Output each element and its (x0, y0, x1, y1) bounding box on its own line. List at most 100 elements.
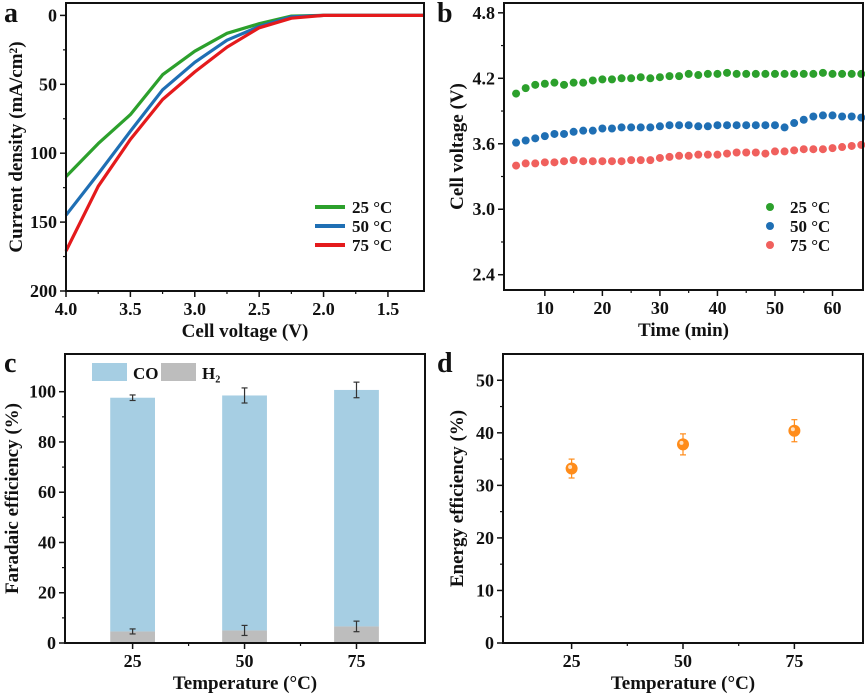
data-point (732, 148, 741, 157)
data-point (550, 78, 559, 87)
y-tick-label: 40 (476, 423, 494, 443)
plot-frame (502, 353, 864, 644)
data-point (675, 151, 684, 160)
y-tick-label: 4.2 (473, 68, 496, 88)
x-tick-label: 75 (347, 651, 365, 671)
data-point (627, 74, 636, 83)
data-point (598, 157, 607, 166)
x-axis-title: Temperature (°C) (173, 673, 317, 694)
data-point (560, 157, 569, 166)
x-tick-label: 3.5 (119, 299, 142, 319)
data-point (847, 69, 856, 78)
data-point (694, 122, 703, 131)
y-tick-label: 2.4 (473, 265, 496, 285)
data-point (636, 156, 645, 165)
legend-marker (766, 241, 774, 249)
data-point (713, 121, 722, 130)
bar-CO (222, 395, 267, 631)
y-tick-label: 4.8 (473, 3, 496, 23)
x-tick-label: 25 (124, 651, 142, 671)
y-axis-title: Faradaic efficiency (%) (2, 403, 23, 594)
data-point (838, 143, 847, 152)
data-point (636, 73, 645, 82)
data-point (780, 123, 789, 132)
data-point (579, 78, 588, 87)
y-tick-label: 40 (38, 532, 56, 552)
data-point (799, 115, 808, 124)
data-point (627, 156, 636, 165)
data-point (788, 424, 801, 437)
panel-label: d (437, 348, 453, 379)
panel-label: b (437, 0, 453, 29)
data-point (742, 69, 751, 78)
x-tick-label: 50 (766, 298, 784, 318)
data-point (780, 147, 789, 156)
data-point (818, 145, 827, 154)
data-point (569, 78, 578, 87)
series-line-75C (64, 13, 424, 252)
data-point-highlight (568, 465, 573, 470)
data-point (799, 145, 808, 154)
y-tick-label: 50 (476, 370, 494, 390)
x-tick-label: 3.0 (184, 299, 207, 319)
data-point (607, 124, 616, 133)
panel-a-current-density-chart: a 25 °C50 °C75 °C 4.0 3.5 3.0 2.5 2.0 1.5 0 50 100… (4, 0, 425, 342)
y-tick-label: 0 (485, 633, 494, 653)
data-point (569, 127, 578, 136)
data-point (677, 438, 689, 451)
data-point (512, 161, 521, 170)
x-tick-label: 2.5 (248, 299, 271, 319)
data-point (703, 69, 712, 78)
data-point (809, 69, 818, 78)
legend-marker (766, 203, 774, 211)
x-axis-title: Cell voltage (V) (182, 321, 309, 342)
y-tick-label: 80 (38, 432, 56, 452)
data-point (627, 123, 636, 132)
data-point (761, 149, 770, 158)
data-point (828, 144, 837, 153)
data-point (655, 122, 664, 131)
data-point (761, 69, 770, 78)
data-point (588, 76, 597, 85)
plot-frame (65, 2, 425, 292)
data-point-highlight (679, 440, 684, 445)
data-point (665, 152, 674, 161)
x-tick-label: 25 (563, 651, 581, 671)
data-point (732, 121, 741, 130)
data-point (694, 71, 703, 80)
series-line-50C (64, 13, 424, 217)
error-bar (129, 628, 136, 635)
data-point (770, 121, 779, 130)
data-point (540, 158, 549, 167)
data-point (780, 69, 789, 78)
data-point (694, 150, 703, 159)
data-point (684, 69, 693, 78)
x-tick-label: 10 (536, 298, 554, 318)
data-point (770, 147, 779, 156)
y-tick-label: 20 (38, 583, 56, 603)
data-point (560, 80, 569, 89)
error-bar (353, 620, 360, 633)
bar-H₂ (334, 626, 379, 643)
data-point (703, 122, 712, 131)
data-point (579, 157, 588, 166)
data-point (723, 68, 732, 77)
legend-label: 25 °C (790, 198, 830, 217)
data-point (521, 84, 530, 93)
error-bar (129, 394, 136, 402)
data-point (512, 138, 521, 147)
data-point (636, 123, 645, 132)
legend-swatch (92, 363, 127, 381)
data-point (646, 156, 655, 165)
data-point (579, 126, 588, 135)
data-point (684, 151, 693, 160)
data-point (742, 148, 751, 157)
data-point (655, 153, 664, 162)
data-point (569, 156, 578, 165)
data-point (818, 111, 827, 120)
data-point (751, 148, 760, 157)
x-tick-label: 1.5 (377, 299, 400, 319)
bar-CO (110, 397, 155, 632)
data-point (607, 157, 616, 166)
data-point (713, 150, 722, 159)
